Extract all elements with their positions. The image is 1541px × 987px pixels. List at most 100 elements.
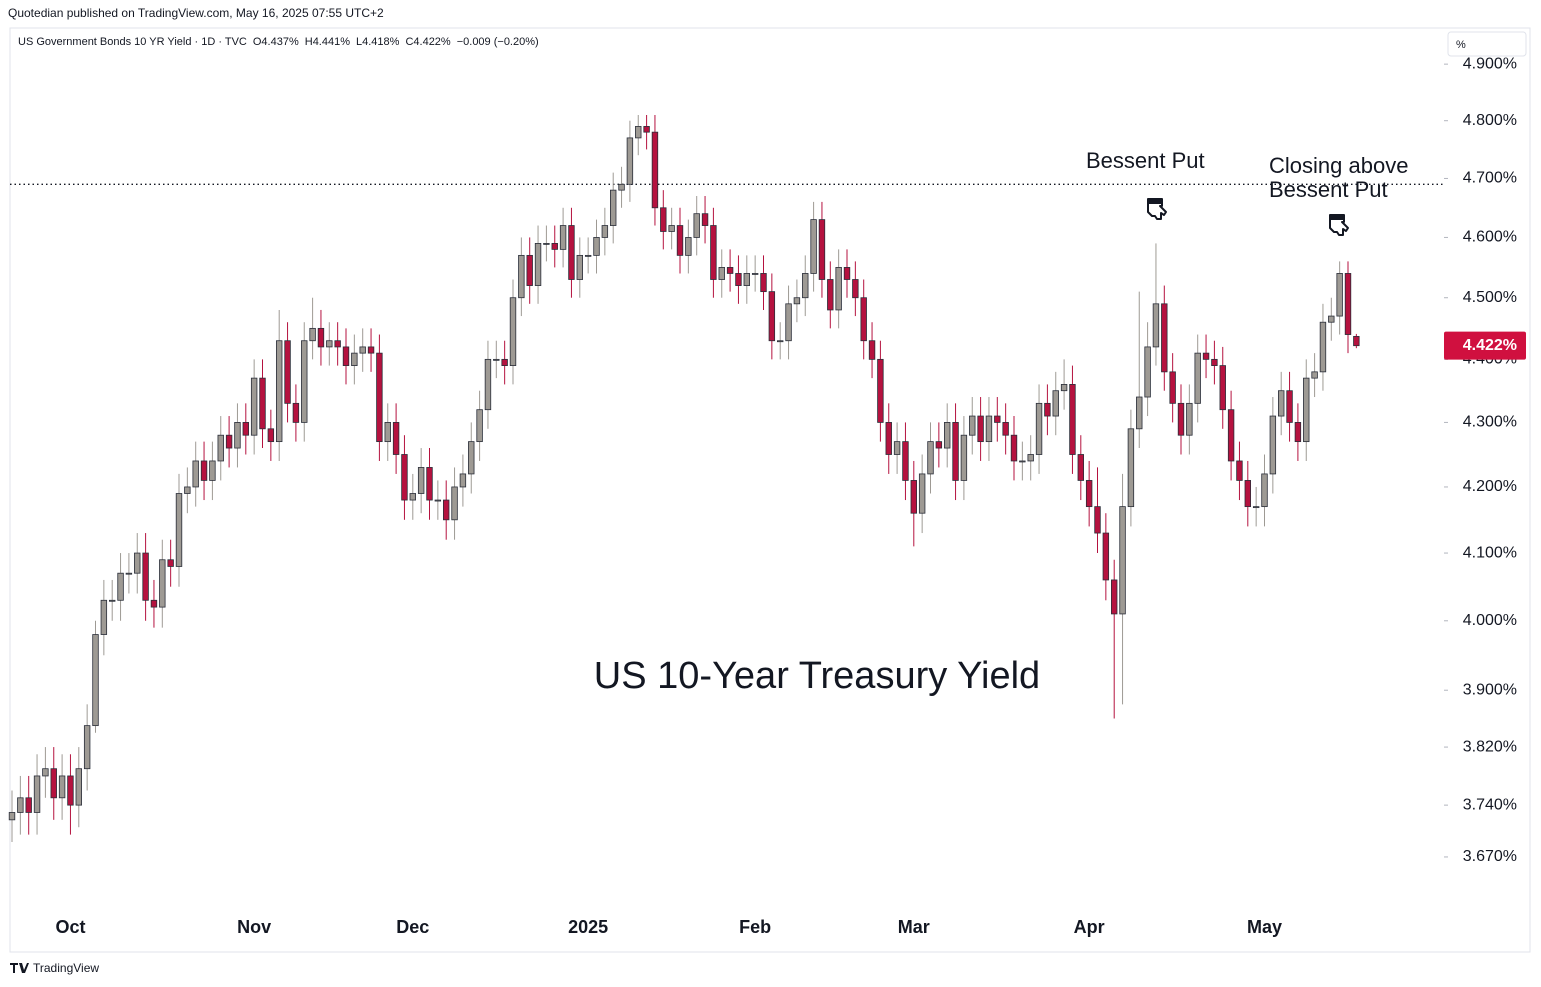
candle-body [1336,273,1343,317]
candle-body [1286,390,1293,423]
candle-body [434,499,442,502]
x-tick-label: Feb [739,917,771,937]
candle-body [827,279,834,311]
candle-body [376,352,383,443]
candle-body [944,422,951,449]
candle-body [1319,321,1327,373]
candle-body [92,634,99,727]
candle-body [200,460,208,481]
candle-body [927,441,934,475]
candle-body [1252,506,1260,509]
candle-body [401,454,408,501]
candle-body [250,377,258,436]
y-tick-label: 4.300% [1463,414,1517,431]
candle-body [918,473,926,514]
candle-body [1077,454,1084,481]
y-tick-label: 4.700% [1463,170,1517,187]
x-tick-label: 2025 [568,917,608,937]
candle-body [367,346,375,354]
candle-body [1353,335,1360,347]
x-tick-label: Dec [396,917,429,937]
x-tick-label: Mar [898,917,930,937]
candle-body [543,243,550,245]
candle-body [693,213,700,238]
candle-body [793,297,801,305]
candle-body [1152,303,1160,348]
candle-body [777,340,784,343]
candle-body [509,297,517,367]
candle-body [83,725,91,770]
candle-body [584,254,592,257]
annotation: Bessent Put [1086,148,1205,173]
candle-body [893,441,901,455]
candle-body [1177,402,1185,436]
candle-body [326,340,333,348]
candle-body [159,559,166,608]
candle-body [651,131,659,209]
candle-body [351,352,358,367]
unit-box[interactable] [1447,31,1527,57]
plot: 3.670% 3.740% 3.820% 3.900% 4.000% 4.100% 4.20… [8,55,1526,937]
symbol-name: US Government Bonds 10 YR Yield · 1D · T… [18,36,247,48]
chart-title: US 10-Year Treasury Yield [594,655,1040,697]
candle-body [1169,371,1176,404]
annotation: Bessent Put [1269,177,1388,202]
ohlc: O4.437% [253,36,299,48]
annotation: Closing above [1269,153,1408,178]
y-tick-label: 4.900% [1463,55,1517,72]
candle-body [660,207,667,232]
candle-body [417,467,425,494]
candle-body [877,358,884,423]
candle-body [977,415,984,443]
candle-body [184,486,191,494]
candle-body [476,409,483,443]
candle-body [785,303,792,342]
candle-body [1161,303,1168,373]
candle-body [1052,390,1059,417]
candle-body [835,267,842,311]
candle-body [342,346,350,367]
candle-body [935,441,943,449]
y-tick-label: 4.600% [1463,229,1517,246]
candle-body [610,189,617,226]
candle-body [242,422,249,436]
candle-body [768,291,776,342]
candle-body [718,267,725,280]
candle-body [818,219,826,280]
candle-body [1244,480,1251,508]
ohlc: L4.418% [356,36,400,48]
candle-body [601,225,609,238]
candle-body [902,441,909,481]
candle-body [50,768,57,799]
candle-body [468,441,475,475]
candle-body [225,434,233,449]
candle-body [1144,346,1151,398]
candle-body [802,273,809,299]
candle-body [25,797,32,813]
candle-body [685,237,692,256]
ohlc: H4.441% [305,36,350,48]
candle-body [100,599,108,635]
candle-body [1136,396,1143,430]
candle-body [1294,422,1302,443]
candle-body [501,358,508,367]
candle-body [150,599,158,608]
change: −0.009 (−0.20%) [457,36,539,48]
candle-body [860,297,867,342]
candle-body [442,499,450,521]
symbol: US Government Bonds 10 YR Yield · 1D · T… [18,36,539,48]
candle-body [1344,273,1352,335]
x-tick-label: Apr [1074,917,1105,937]
candle-body [1236,460,1243,481]
candle-body [301,340,308,423]
candle-body [576,254,583,280]
ohlc: C4.422% [405,36,450,48]
unit: % [1456,39,1466,51]
candle-body [743,273,750,286]
candle-body [1211,358,1218,367]
candle-body [292,402,300,423]
y-tick-label: 4.200% [1463,478,1517,495]
y-tick-label: 4.100% [1463,544,1517,561]
candle-body [192,460,199,488]
